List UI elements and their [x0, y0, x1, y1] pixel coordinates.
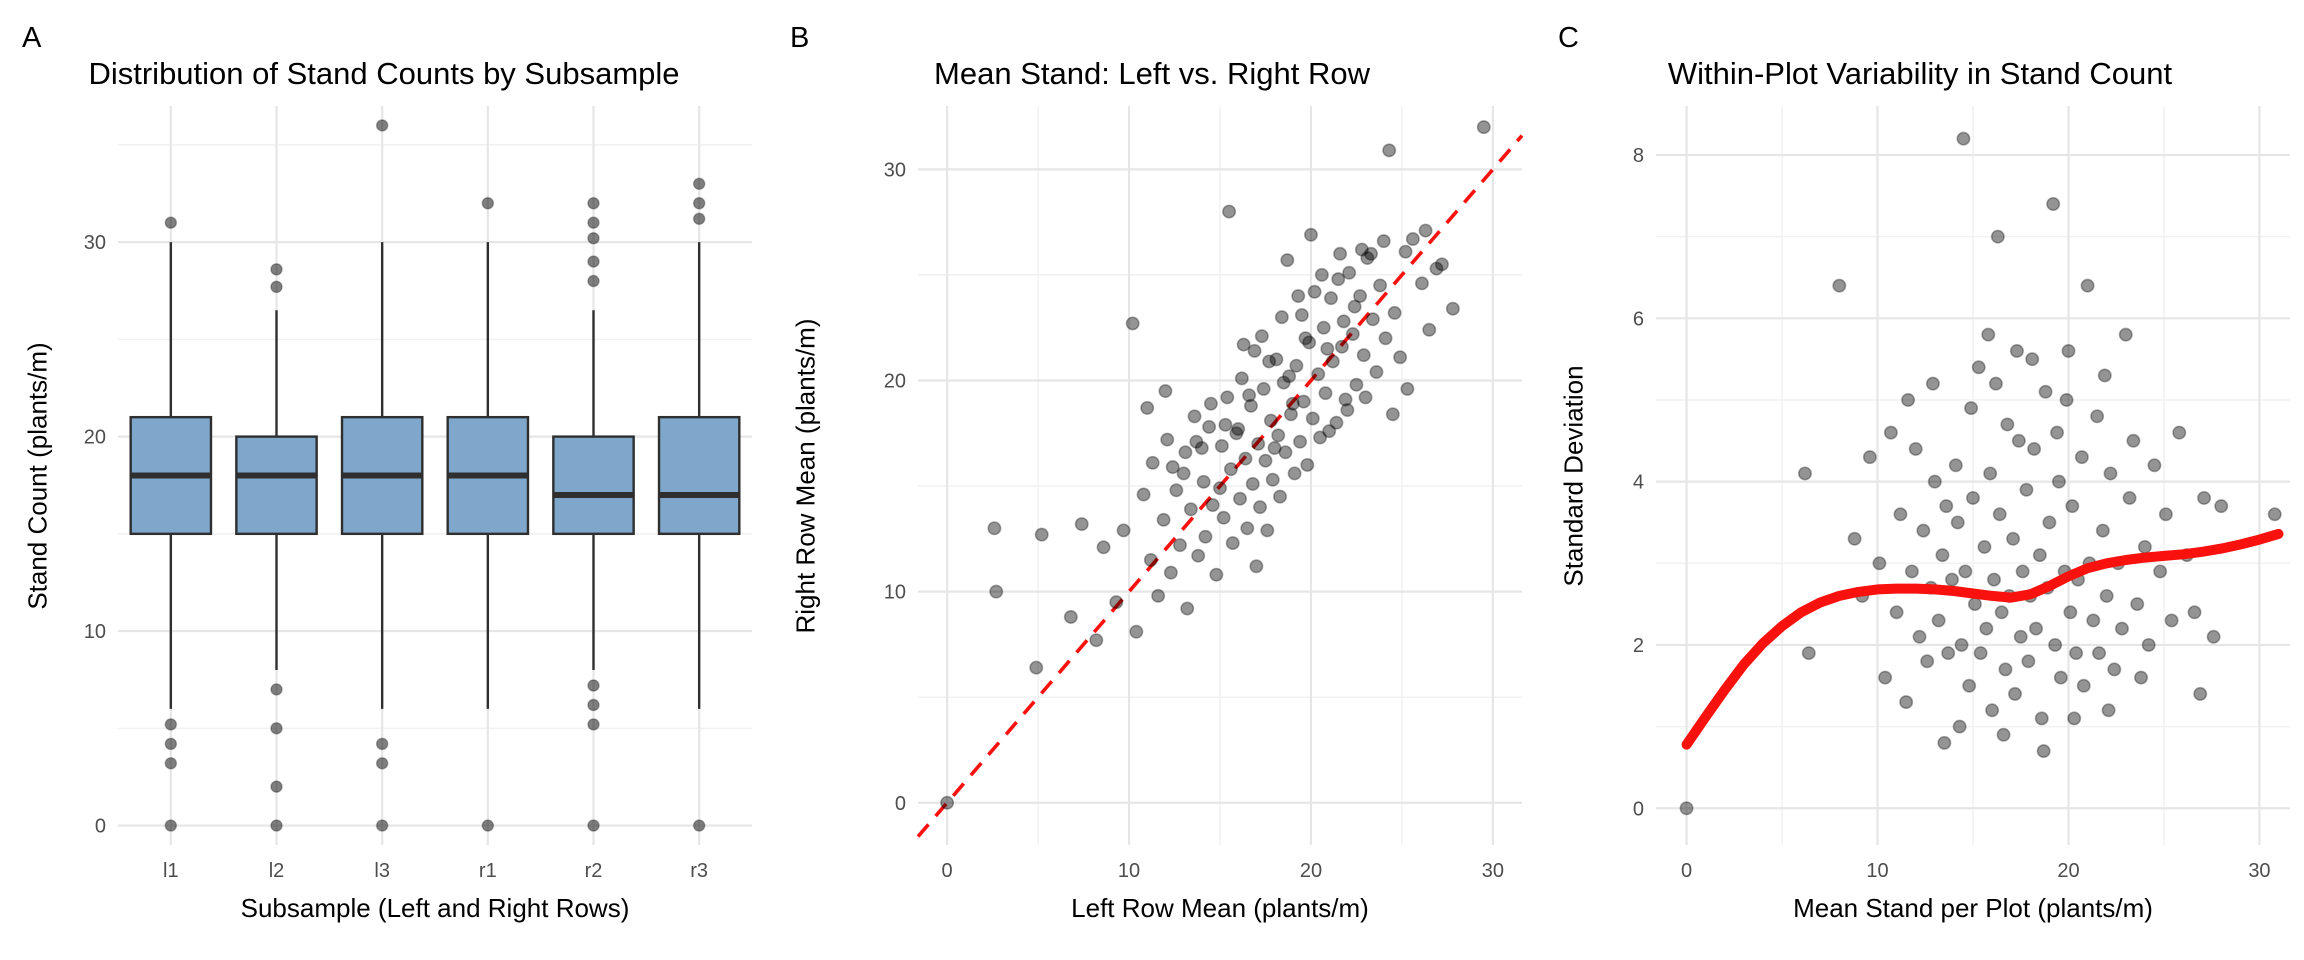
panel-c: C Within-Plot Variability in Stand Count…	[1536, 0, 2304, 960]
svg-text:l3: l3	[374, 860, 390, 882]
svg-text:20: 20	[2057, 860, 2079, 882]
panel-c-tag: C	[1558, 22, 1579, 54]
svg-text:4: 4	[1633, 472, 1644, 494]
panel-b-y-axis-label: Right Row Mean (plants/m)	[790, 318, 821, 634]
svg-text:10: 10	[1118, 860, 1140, 882]
panel-a: A Distribution of Stand Counts by Subsam…	[0, 0, 768, 960]
svg-text:r3: r3	[690, 860, 708, 882]
svg-text:20: 20	[84, 427, 106, 449]
panel-b: B Mean Stand: Left vs. Right Row 0 10 20 30…	[768, 0, 1536, 960]
svg-text:10: 10	[884, 582, 906, 604]
svg-text:r1: r1	[479, 860, 497, 882]
panel-b-x-axis-label: Left Row Mean (plants/m)	[1071, 893, 1369, 923]
svg-text:0: 0	[95, 816, 106, 838]
svg-text:0: 0	[1681, 860, 1692, 882]
svg-text:30: 30	[84, 232, 106, 254]
panel-b-title: Mean Stand: Left vs. Right Row	[934, 56, 1370, 91]
panel-a-x-axis-label: Subsample (Left and Right Rows)	[240, 893, 630, 923]
svg-text:8: 8	[1633, 145, 1644, 167]
svg-text:0: 0	[1633, 798, 1644, 820]
panel-c-scatterplot: 0 10 20 30 0 2 4 6 8	[1633, 106, 2290, 882]
panel-a-tag: A	[22, 22, 42, 54]
svg-text:30: 30	[884, 159, 906, 181]
svg-text:20: 20	[1300, 860, 1322, 882]
panel-c-x-axis-label: Mean Stand per Plot (plants/m)	[1793, 893, 2153, 923]
panel-c-title: Within-Plot Variability in Stand Count	[1667, 56, 2173, 91]
svg-text:0: 0	[942, 860, 953, 882]
panel-a-boxplot: l1 l2 l3 r1 r2 r3 0 10 20 30	[84, 106, 752, 882]
panel-b-scatterplot: 0 10 20 30 0 10 20 30	[884, 106, 1524, 882]
svg-text:6: 6	[1633, 308, 1644, 330]
panel-c-y-axis-label: Standard Deviation	[1558, 365, 1589, 587]
svg-text:l2: l2	[269, 860, 285, 882]
svg-text:r2: r2	[585, 860, 603, 882]
svg-text:l1: l1	[163, 860, 179, 882]
svg-text:10: 10	[1866, 860, 1888, 882]
svg-text:2: 2	[1633, 635, 1644, 657]
panel-b-tag: B	[790, 22, 810, 54]
panel-a-title: Distribution of Stand Counts by Subsampl…	[88, 56, 680, 91]
svg-text:10: 10	[84, 621, 106, 643]
svg-text:30: 30	[2248, 860, 2270, 882]
svg-text:30: 30	[1482, 860, 1504, 882]
svg-text:20: 20	[884, 370, 906, 392]
svg-text:0: 0	[895, 793, 906, 815]
panel-a-y-axis-label: Stand Count (plants/m)	[22, 342, 53, 610]
